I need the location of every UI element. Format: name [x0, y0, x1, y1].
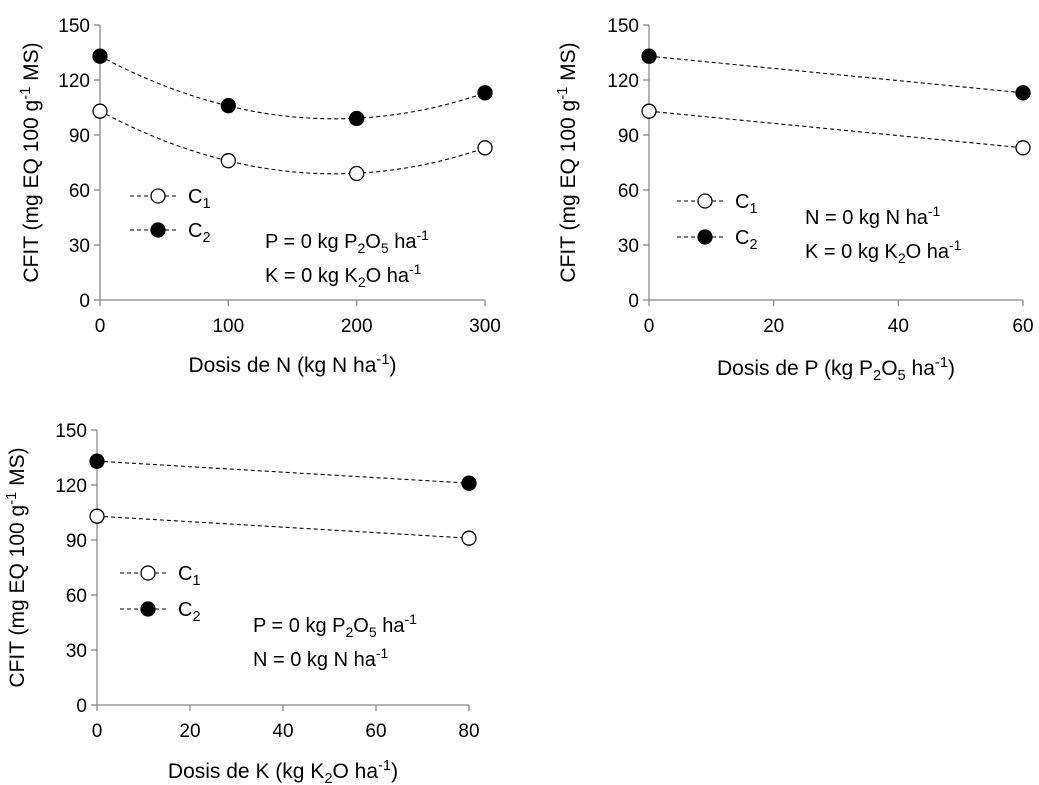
chart-3: 0 30 60 90 120 150 0 20 40 60 80 Dosis de K (kg K2O…: [4, 421, 480, 785]
data-point-c1: [641, 103, 657, 119]
data-point-c1: [1015, 140, 1031, 156]
y-tick-label: 150: [607, 16, 639, 37]
y-tick-label: 90: [618, 126, 639, 147]
series-line-c1: [648, 110, 1024, 149]
data-point-c2: [92, 48, 108, 64]
x-tick-label: 100: [212, 316, 244, 337]
y-tick-label: 120: [55, 476, 87, 497]
annotation-text: N = 0 kg N ha-1: [253, 645, 389, 671]
series-line-c2: [96, 460, 470, 484]
data-point-c2: [220, 98, 236, 114]
legend-marker: [697, 193, 713, 209]
data-point-c2: [89, 453, 105, 469]
x-tick-label: 80: [458, 721, 479, 742]
legend-marker: [140, 601, 156, 617]
x-axis-title: Dosis de P (kg P2O5 ha-1): [717, 355, 955, 384]
data-point-c2: [477, 85, 493, 101]
x-tick-label: 0: [644, 316, 655, 337]
y-tick-label: 120: [58, 71, 90, 92]
annotation-text: P = 0 kg P2O5 ha-1: [265, 227, 429, 256]
y-axis-title: CFIT (mg EQ 100 g-1 MS): [555, 42, 580, 282]
x-tick-label: 20: [763, 316, 784, 337]
series-line-c2: [99, 55, 486, 120]
y-tick-label: 120: [607, 71, 639, 92]
data-point-c2: [641, 48, 657, 64]
chart-2: 0 30 60 90 120 150 0 20 40 60 Dosis de P (kg P2O5 …: [555, 16, 1034, 384]
data-point-c1: [461, 530, 477, 546]
legend-label: C2: [188, 220, 210, 246]
data-point-c1: [477, 140, 493, 156]
y-tick-label: 60: [618, 181, 639, 202]
y-tick-label: 60: [66, 586, 87, 607]
y-tick-label: 0: [79, 291, 90, 312]
y-tick-label: 90: [66, 531, 87, 552]
y-axis-title: CFIT (mg EQ 100 g-1 MS): [4, 447, 29, 687]
y-tick-label: 90: [69, 126, 90, 147]
x-tick-label: 20: [179, 721, 200, 742]
x-tick-label: 60: [1012, 316, 1033, 337]
y-tick-label: 0: [76, 696, 87, 717]
legend-marker: [140, 565, 156, 581]
legend-label: C2: [735, 227, 757, 253]
data-point-c1: [92, 103, 108, 119]
legend-marker: [697, 229, 713, 245]
data-point-c2: [1015, 85, 1031, 101]
y-tick-label: 60: [69, 181, 90, 202]
legend-label: C2: [178, 599, 200, 625]
y-tick-label: 150: [55, 421, 87, 442]
data-point-c2: [349, 110, 365, 127]
legend-label: C1: [735, 191, 757, 217]
y-axis-title: CFIT (mg EQ 100 g-1 MS): [18, 42, 43, 282]
x-tick-label: 40: [888, 316, 909, 337]
series-line-c1: [96, 515, 470, 539]
annotation-text: N = 0 kg N ha-1: [805, 203, 941, 229]
y-tick-label: 30: [618, 236, 639, 257]
data-point-c1: [220, 153, 236, 169]
series-line-c2: [648, 55, 1024, 94]
x-axis-title: Dosis de N (kg N ha-1): [189, 352, 397, 377]
y-tick-label: 0: [628, 291, 639, 312]
legend-label: C1: [188, 186, 210, 212]
series-line-c1: [99, 110, 486, 175]
annotation-text: K = 0 kg K2O ha-1: [805, 237, 962, 266]
annotation-text: K = 0 kg K2O ha-1: [265, 261, 422, 290]
legend-marker: [150, 222, 166, 238]
y-tick-label: 30: [66, 641, 87, 662]
x-tick-label: 200: [341, 316, 373, 337]
data-point-c1: [89, 508, 105, 524]
y-tick-label: 30: [69, 236, 90, 257]
legend-marker: [150, 188, 166, 204]
chart-1: 0 30 60 90 120 150 0 100 200 300 Dosis de N (kg N …: [18, 16, 501, 377]
y-tick-label: 150: [58, 16, 90, 37]
legend-label: C1: [178, 563, 200, 589]
x-tick-label: 0: [95, 316, 106, 337]
x-tick-label: 60: [365, 721, 386, 742]
data-point-c2: [461, 475, 477, 491]
data-point-c1: [349, 165, 365, 182]
x-tick-label: 300: [469, 316, 501, 337]
x-tick-label: 0: [92, 721, 103, 742]
x-axis-title: Dosis de K (kg K2O ha-1): [168, 758, 398, 785]
x-tick-label: 40: [272, 721, 293, 742]
annotation-text: P = 0 kg P2O5 ha-1: [253, 611, 417, 640]
